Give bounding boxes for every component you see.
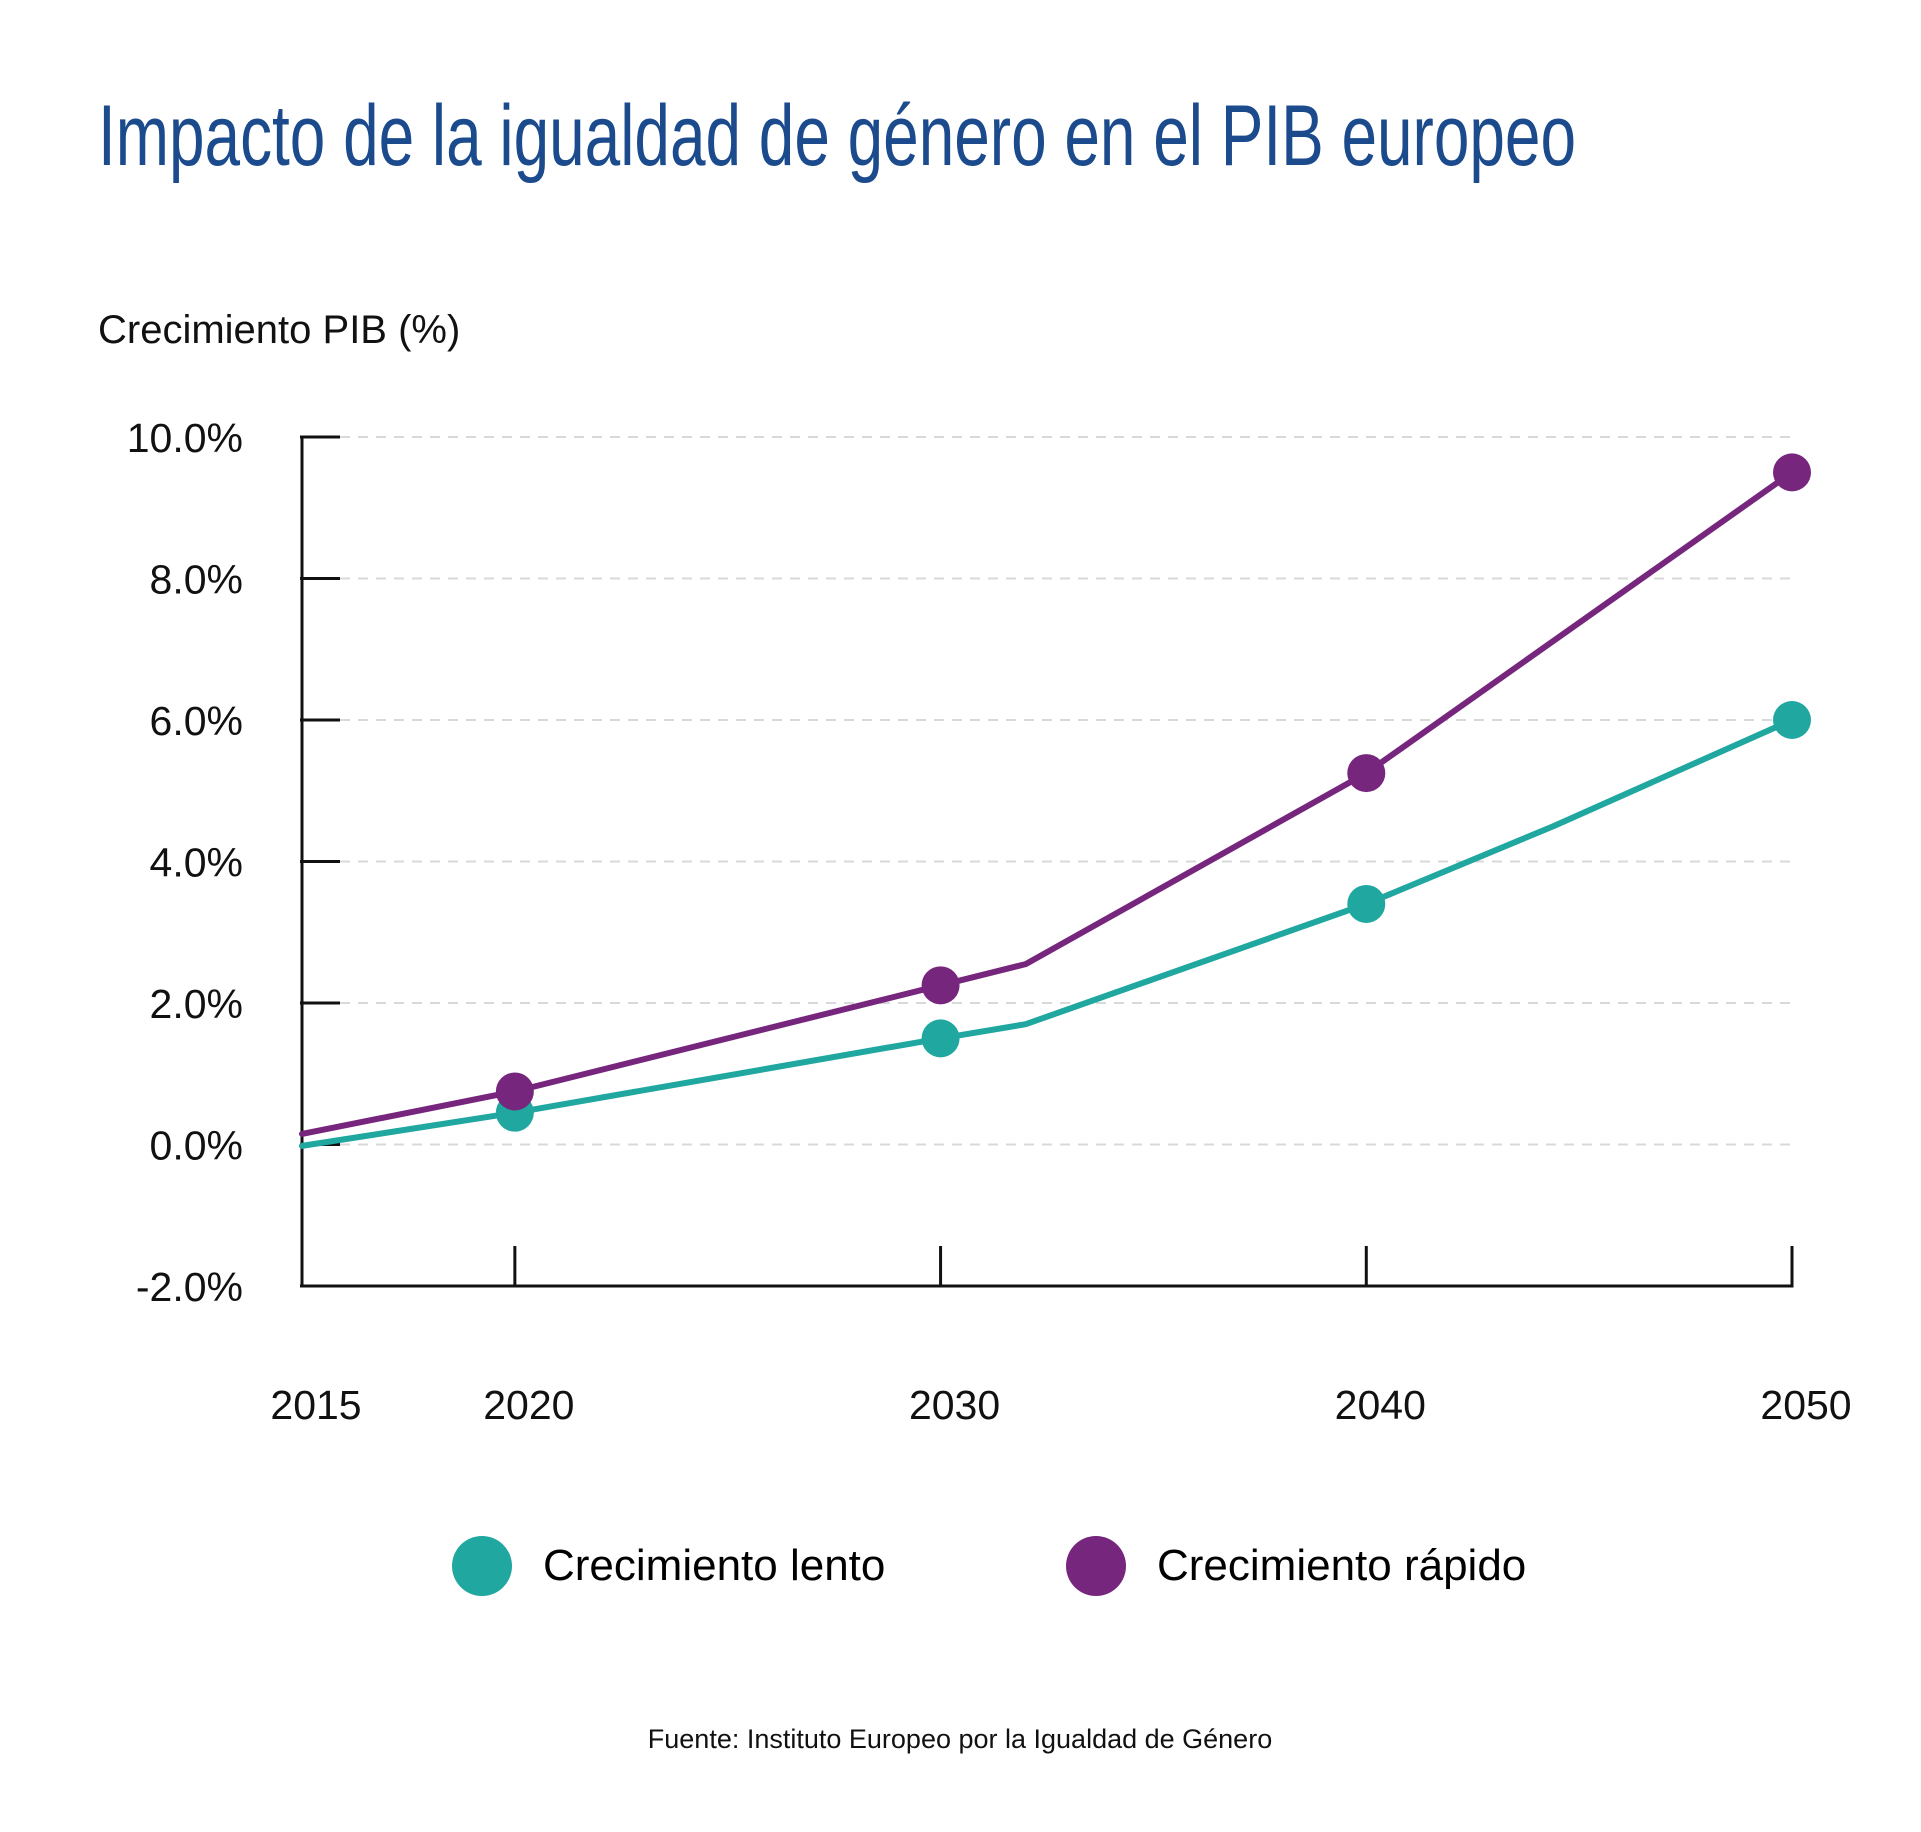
data-point-lento-2030 [921,1019,960,1058]
data-point-rapido-2050 [1773,453,1811,492]
y-tick-labels: -2.0% 0.0% 2.0% 4.0% 6.0% 8.0% 10.0% [127,415,243,1310]
data-point-rapido-2030 [921,966,960,1005]
data-point-rapido-2020 [495,1072,534,1111]
legend: Crecimiento lento Crecimiento rápido [452,1536,1526,1596]
x-tick-label: 2020 [483,1382,574,1428]
data-point-lento-2040 [1347,884,1386,923]
gridlines [304,436,1792,1146]
y-tick-label: 2.0% [150,981,243,1027]
data-point-rapido-2040 [1347,754,1386,793]
data-point-lento-2050 [1773,701,1811,739]
source-note: Fuente: Instituto Europeo por la Igualda… [648,1724,1272,1754]
x-tick-label: 2050 [1760,1382,1851,1428]
x-tick-labels: 2015 2020 2030 2040 2050 [270,1382,1851,1428]
y-tick-label: 6.0% [150,698,243,744]
legend-swatch-crecimiento-rapido [1066,1536,1126,1596]
y-tick-label: 4.0% [150,840,243,886]
y-axis-label: Crecimiento PIB (%) [98,308,460,352]
x-tick-label: 2015 [270,1382,361,1428]
series-line-crecimiento-rapido [299,469,1795,1137]
y-tick-label: 8.0% [150,557,243,603]
chart-title: Impacto de la igualdad de género en el P… [98,88,1576,184]
legend-swatch-crecimiento-lento [452,1536,512,1596]
x-tick-label: 2030 [909,1382,1000,1428]
y-tick-label: -2.0% [136,1264,243,1310]
y-tick-label: 0.0% [150,1123,243,1169]
legend-label-crecimiento-rapido: Crecimiento rápido [1157,1541,1526,1590]
x-tick-label: 2040 [1335,1382,1426,1428]
legend-label-crecimiento-lento: Crecimiento lento [543,1541,885,1590]
y-tick-label: 10.0% [127,415,243,461]
series [299,453,1811,1149]
